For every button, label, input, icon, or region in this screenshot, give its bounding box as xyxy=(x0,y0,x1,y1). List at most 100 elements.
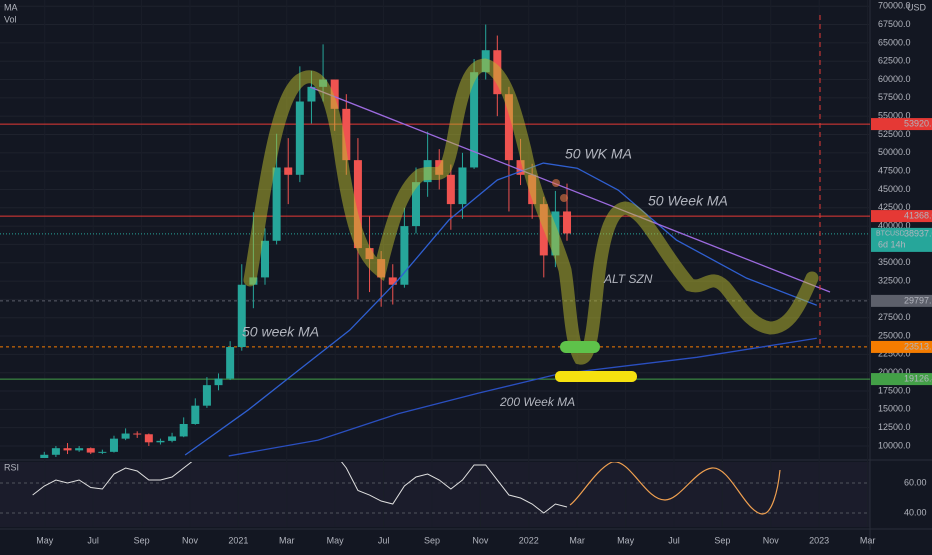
candle-body xyxy=(388,277,397,285)
price-level-label: 53920.3 xyxy=(904,118,932,128)
price-level-tag xyxy=(871,210,932,223)
candle-body xyxy=(40,454,49,458)
candle-body xyxy=(353,160,362,249)
moving-average xyxy=(228,337,817,457)
marker-dot xyxy=(552,179,560,187)
highlight xyxy=(555,371,637,382)
rsi-plot xyxy=(32,462,568,514)
candle-body xyxy=(109,438,118,452)
x-tick-label: Mar xyxy=(860,535,876,545)
candle-body xyxy=(156,440,165,443)
candle-body xyxy=(75,448,84,451)
current-price-tag xyxy=(871,227,932,252)
x-tick-label: Jul xyxy=(668,535,680,545)
rsi-projection xyxy=(569,462,781,515)
x-tick-label: Nov xyxy=(182,535,199,545)
price-level-tag xyxy=(871,118,932,131)
x-tick-label: Mar xyxy=(279,535,295,545)
x-tick-label: Sep xyxy=(714,535,730,545)
candle-body xyxy=(133,433,142,435)
y-tick-label: 15000.0 xyxy=(878,404,911,414)
candle-body xyxy=(63,448,72,451)
candle-body xyxy=(307,86,316,102)
marker-dot xyxy=(560,194,568,202)
price-level-label: 41368.0 xyxy=(904,210,932,220)
price-level-label: 19126.4 xyxy=(904,373,932,383)
symbol-label: BTCUSD xyxy=(876,231,905,238)
main-pane xyxy=(40,24,817,458)
axes: 10000.0 12500.0 15000.0 17500.0 20000.0 22500… xyxy=(36,1,932,545)
projection-drawing xyxy=(243,58,819,365)
y-tick-label: 35000.0 xyxy=(878,257,911,267)
x-tick-label: Nov xyxy=(472,535,489,545)
candle-body xyxy=(260,240,269,278)
rsi-line xyxy=(32,462,568,514)
candle-body xyxy=(516,160,525,175)
y-tick-label: 32500.0 xyxy=(878,275,911,285)
candle-body xyxy=(51,448,60,455)
candle-body xyxy=(295,101,304,175)
x-tick-label: Mar xyxy=(569,535,585,545)
rsi-tick-label: 40.00 xyxy=(904,507,927,517)
x-tick-label: Nov xyxy=(763,535,780,545)
candle-body xyxy=(144,434,153,443)
candle-body xyxy=(121,433,130,439)
candle-body xyxy=(179,423,188,437)
y-tick-label: 42500.0 xyxy=(878,202,911,212)
candle-body xyxy=(400,226,409,285)
y-tick-label: 20000.0 xyxy=(878,367,911,377)
y-tick-label: 60000.0 xyxy=(878,74,911,84)
y-tick-label: 55000.0 xyxy=(878,111,911,121)
y-tick-label: 25000.0 xyxy=(878,330,911,340)
candle-body xyxy=(458,167,467,205)
y-tick-label: 40000.0 xyxy=(878,220,911,230)
x-tick-label: May xyxy=(327,535,345,545)
candle-body xyxy=(214,378,223,386)
rsi-pane xyxy=(0,462,870,527)
y-tick-label: 47500.0 xyxy=(878,166,911,176)
x-tick-label: Jul xyxy=(87,535,99,545)
x-tick-label: May xyxy=(617,535,635,545)
grid xyxy=(0,5,870,514)
candle-body xyxy=(412,182,421,227)
price-level-label: 29797.1 xyxy=(904,295,932,305)
x-tick-label: May xyxy=(36,535,54,545)
x-tick-label: 2023 xyxy=(809,535,829,545)
candle-body xyxy=(86,448,95,453)
y-tick-label: 62500.0 xyxy=(878,56,911,66)
y-tick-label: 50000.0 xyxy=(878,147,911,157)
rsi-title: RSI xyxy=(4,462,19,472)
highlight xyxy=(560,341,600,353)
candle-body xyxy=(342,108,351,161)
countdown-label: 6d 14h xyxy=(878,239,906,249)
y-tick-label: 70000.0 xyxy=(878,1,911,11)
x-tick-label: 2021 xyxy=(228,535,248,545)
trendline xyxy=(309,86,831,293)
price-level-label: 23513.9 xyxy=(904,341,932,351)
y-tick-label: 10000.0 xyxy=(878,440,911,450)
y-tick-label: 52500.0 xyxy=(878,129,911,139)
x-tick-label: Sep xyxy=(424,535,440,545)
price-level-tag xyxy=(871,294,932,307)
candle-body xyxy=(330,79,339,109)
x-tick-label: 2022 xyxy=(519,535,539,545)
currency: USD xyxy=(907,2,927,12)
candle-body xyxy=(237,284,246,348)
annotation: 200 Week MA xyxy=(499,395,575,409)
annotation: ALT SZN xyxy=(603,272,653,286)
x-tick-label: Sep xyxy=(134,535,150,545)
y-tick-label: 27500.0 xyxy=(878,312,911,322)
candle-body xyxy=(226,347,235,379)
price-level-tag xyxy=(871,340,932,353)
candle-body xyxy=(168,436,177,441)
current-price-label: 38937.0 xyxy=(904,228,932,238)
header-label: Vol xyxy=(4,14,17,24)
y-tick-label: 67500.0 xyxy=(878,19,911,29)
price-level-tag xyxy=(871,373,932,386)
candle-body xyxy=(563,211,572,234)
candle-body xyxy=(284,167,293,175)
annotation: 50 week MA xyxy=(242,324,319,340)
annotation: 50 WK MA xyxy=(565,146,632,162)
